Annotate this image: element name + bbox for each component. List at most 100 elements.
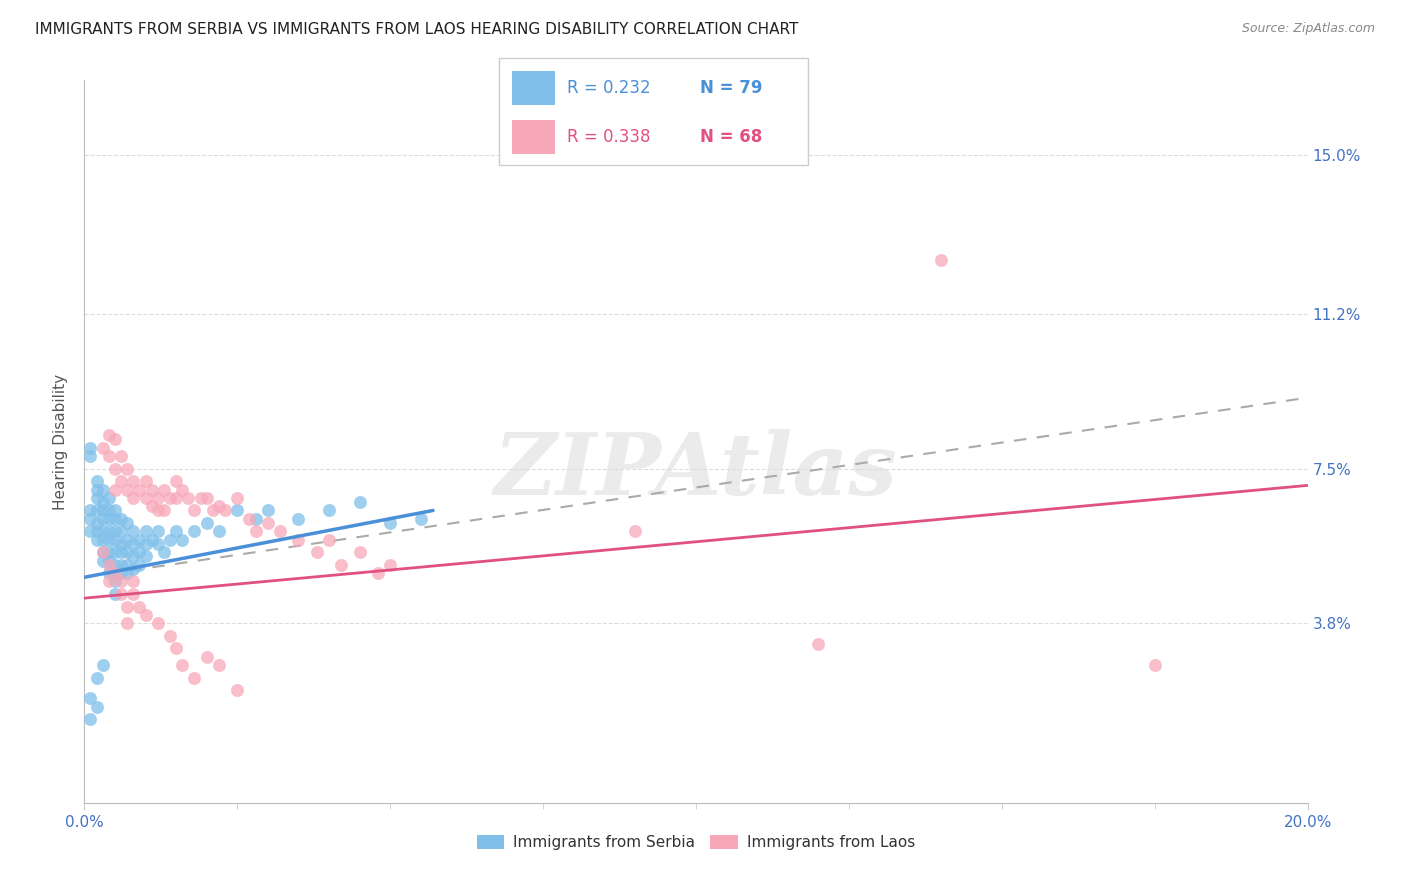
Point [318,503,340,517]
Point [97,512,120,526]
Point [172,533,194,547]
Point [165,524,187,539]
Point [86,699,108,714]
Point [287,533,309,547]
Point [86,491,108,505]
Point [97,524,120,539]
Point [110,566,132,580]
Text: R = 0.338: R = 0.338 [567,128,651,146]
Point [97,545,120,559]
Point [79,441,101,455]
Point [183,503,205,517]
Point [183,671,205,685]
Point [208,524,231,539]
Point [177,491,200,505]
FancyBboxPatch shape [499,58,808,165]
Point [807,637,830,651]
Point [110,574,132,589]
Point [104,533,127,547]
Point [245,524,267,539]
Point [86,524,108,539]
Point [104,574,127,589]
Point [86,503,108,517]
Point [159,629,181,643]
Point [208,657,231,672]
Point [97,503,120,517]
Text: N = 68: N = 68 [700,128,762,146]
Point [91,545,114,559]
Point [115,483,138,497]
Point [141,500,163,514]
Point [86,671,108,685]
Point [159,533,181,547]
Point [97,566,120,580]
Point [226,491,249,505]
Point [135,549,157,564]
Point [330,558,353,572]
Point [104,545,127,559]
Point [135,491,157,505]
Y-axis label: Hearing Disability: Hearing Disability [53,374,69,509]
Point [409,512,432,526]
Point [91,524,114,539]
Point [318,533,340,547]
Point [1143,657,1166,672]
Point [86,516,108,530]
Point [91,657,114,672]
Point [104,558,127,572]
Point [201,503,224,517]
Point [153,545,176,559]
Point [79,449,101,463]
Text: ZIPAtlas: ZIPAtlas [494,429,898,512]
Point [929,252,952,267]
Legend: Immigrants from Serbia, Immigrants from Laos: Immigrants from Serbia, Immigrants from … [471,830,921,856]
Point [153,483,176,497]
Point [226,503,249,517]
Point [128,533,150,547]
Point [146,524,169,539]
Point [115,533,138,547]
Point [349,545,371,559]
Point [110,545,132,559]
Point [86,533,108,547]
Point [238,512,260,526]
Point [110,587,132,601]
Point [104,512,127,526]
Point [122,549,145,564]
Point [257,503,280,517]
Point [115,558,138,572]
Point [190,491,212,505]
Point [128,558,150,572]
Point [86,474,108,488]
Point [97,533,120,547]
Point [104,483,127,497]
Point [97,558,120,572]
Point [257,516,280,530]
Point [195,491,218,505]
Point [122,587,145,601]
Text: Source: ZipAtlas.com: Source: ZipAtlas.com [1241,22,1375,36]
Point [97,428,120,442]
Point [91,503,114,517]
Point [195,516,218,530]
Point [110,474,132,488]
Bar [512,70,555,105]
Point [110,558,132,572]
Point [624,524,647,539]
Point [104,524,127,539]
Point [146,503,169,517]
Point [115,566,138,580]
Point [172,483,194,497]
Point [165,491,187,505]
Point [97,553,120,567]
Point [91,495,114,509]
Point [146,616,169,631]
Point [104,566,127,580]
Point [79,512,101,526]
Point [110,512,132,526]
Point [104,587,127,601]
Point [104,461,127,475]
Point [165,641,187,656]
Point [141,483,163,497]
Point [122,537,145,551]
